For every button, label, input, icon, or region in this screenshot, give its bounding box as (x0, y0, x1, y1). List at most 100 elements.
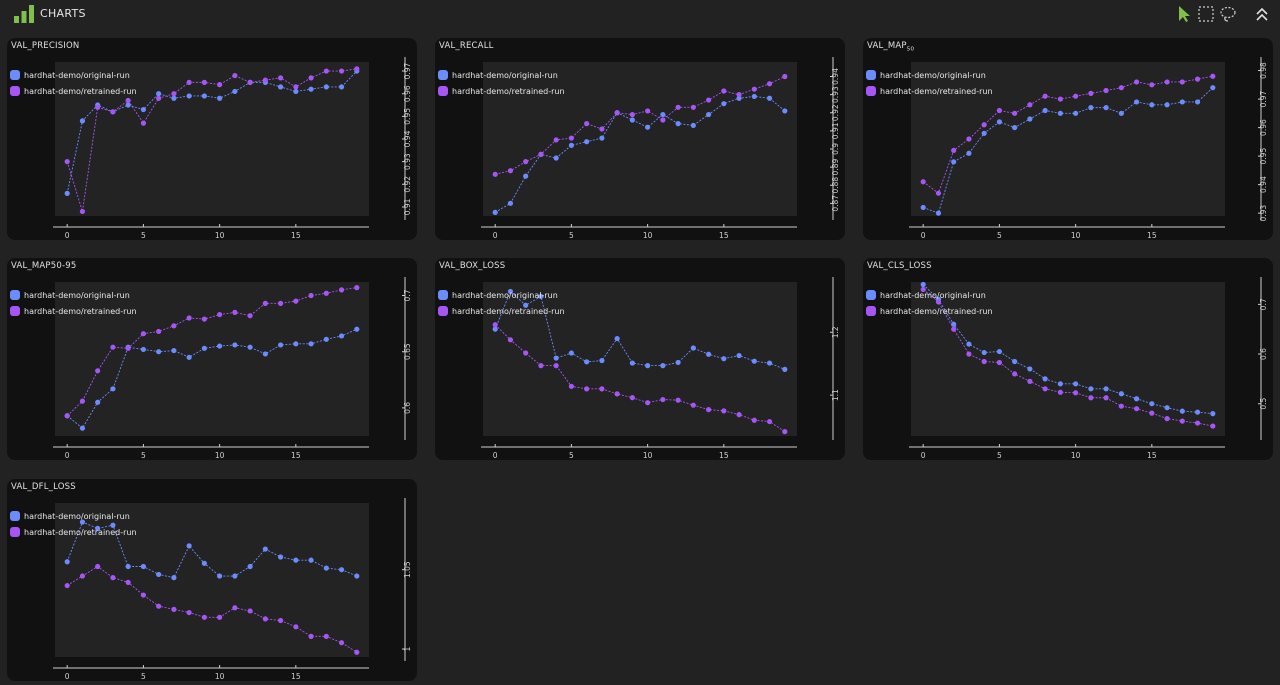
data-point[interactable] (1118, 85, 1124, 91)
data-point[interactable] (1073, 390, 1079, 396)
data-point[interactable] (338, 287, 345, 293)
data-point[interactable] (95, 104, 101, 110)
data-point[interactable] (645, 108, 651, 114)
data-point[interactable] (277, 84, 284, 90)
data-point[interactable] (1042, 386, 1048, 392)
data-point[interactable] (996, 348, 1003, 355)
data-point[interactable] (507, 168, 514, 174)
data-point[interactable] (217, 614, 223, 620)
data-point[interactable] (966, 341, 972, 347)
chart-svg[interactable]: 0 5 10 15 1 1.05 (7, 479, 417, 681)
data-point[interactable] (629, 395, 635, 401)
data-point[interactable] (186, 543, 192, 549)
data-point[interactable] (736, 412, 742, 418)
legend-item[interactable]: hardhat-demo/retrained-run (866, 83, 993, 99)
data-point[interactable] (1057, 381, 1063, 387)
chart-svg[interactable]: 0 5 10 15 0.870.880.89 0.9 0.910.920.930.94 (435, 38, 845, 240)
data-point[interactable] (247, 608, 253, 614)
data-point[interactable] (64, 413, 70, 419)
data-point[interactable] (232, 88, 238, 95)
data-point[interactable] (675, 359, 681, 366)
legend-item[interactable]: hardhat-demo/original-run (10, 508, 137, 524)
data-point[interactable] (1149, 102, 1155, 108)
data-point[interactable] (751, 417, 757, 423)
data-point[interactable] (308, 75, 314, 81)
data-point[interactable] (110, 344, 116, 350)
legend-item[interactable]: hardhat-demo/original-run (438, 67, 565, 83)
data-point[interactable] (1073, 110, 1079, 116)
data-point[interactable] (614, 110, 620, 116)
data-point[interactable] (736, 95, 742, 101)
data-point[interactable] (217, 343, 223, 349)
data-point[interactable] (492, 322, 498, 328)
data-point[interactable] (95, 525, 101, 532)
chart-svg[interactable]: 0 5 10 15 0.91 0.92 0.93 0.94 0.95 0.96 0.97 (7, 38, 417, 240)
data-point[interactable] (568, 142, 575, 148)
data-point[interactable] (766, 418, 773, 425)
data-point[interactable] (262, 546, 268, 552)
data-point[interactable] (293, 341, 299, 347)
data-point[interactable] (79, 573, 86, 579)
legend-item[interactable]: hardhat-demo/retrained-run (10, 303, 137, 319)
data-point[interactable] (660, 117, 666, 123)
data-point[interactable] (1012, 110, 1018, 116)
collapse-icon[interactable] (1253, 5, 1271, 23)
data-point[interactable] (736, 92, 742, 98)
data-point[interactable] (996, 107, 1003, 114)
box-select-icon[interactable] (1197, 5, 1215, 23)
data-point[interactable] (125, 345, 131, 351)
data-point[interactable] (201, 345, 207, 351)
data-point[interactable] (951, 159, 957, 165)
data-point[interactable] (171, 575, 177, 581)
data-point[interactable] (79, 208, 86, 215)
data-point[interactable] (277, 617, 284, 624)
data-point[interactable] (293, 88, 299, 95)
data-point[interactable] (110, 575, 116, 581)
data-point[interactable] (935, 210, 942, 216)
legend-item[interactable]: hardhat-demo/retrained-run (10, 83, 137, 99)
data-point[interactable] (125, 579, 131, 585)
data-point[interactable] (981, 130, 987, 136)
data-point[interactable] (247, 563, 253, 570)
data-point[interactable] (1057, 96, 1063, 102)
data-point[interactable] (629, 360, 635, 366)
data-point[interactable] (323, 68, 329, 74)
data-point[interactable] (140, 592, 147, 598)
data-point[interactable] (568, 135, 575, 141)
data-point[interactable] (966, 351, 972, 357)
data-point[interactable] (951, 321, 957, 327)
data-point[interactable] (981, 122, 987, 128)
data-point[interactable] (538, 151, 544, 157)
data-point[interactable] (140, 563, 147, 570)
data-point[interactable] (186, 79, 192, 85)
data-point[interactable] (721, 356, 727, 362)
pointer-icon[interactable] (1175, 5, 1193, 23)
data-point[interactable] (523, 159, 529, 165)
data-point[interactable] (79, 118, 86, 124)
data-point[interactable] (553, 155, 559, 161)
data-point[interactable] (599, 135, 605, 141)
data-point[interactable] (1210, 73, 1216, 79)
data-point[interactable] (690, 104, 696, 110)
data-point[interactable] (338, 84, 345, 90)
data-point[interactable] (277, 300, 284, 306)
data-point[interactable] (323, 84, 329, 90)
data-point[interactable] (277, 75, 284, 81)
data-point[interactable] (140, 120, 147, 126)
data-point[interactable] (140, 106, 147, 113)
data-point[interactable] (354, 649, 360, 655)
chart-svg[interactable]: 0 5 10 15 0.5 0.6 0.7 (863, 258, 1273, 460)
data-point[interactable] (1073, 381, 1079, 387)
data-point[interactable] (599, 386, 605, 392)
data-point[interactable] (262, 351, 268, 357)
data-point[interactable] (1164, 79, 1170, 85)
data-point[interactable] (1027, 116, 1033, 122)
data-point[interactable] (920, 286, 926, 293)
data-point[interactable] (1194, 409, 1201, 415)
data-point[interactable] (1088, 395, 1094, 401)
data-point[interactable] (1042, 376, 1048, 382)
data-point[interactable] (201, 316, 207, 322)
data-point[interactable] (171, 606, 177, 612)
data-point[interactable] (156, 91, 162, 97)
data-point[interactable] (1103, 105, 1109, 111)
